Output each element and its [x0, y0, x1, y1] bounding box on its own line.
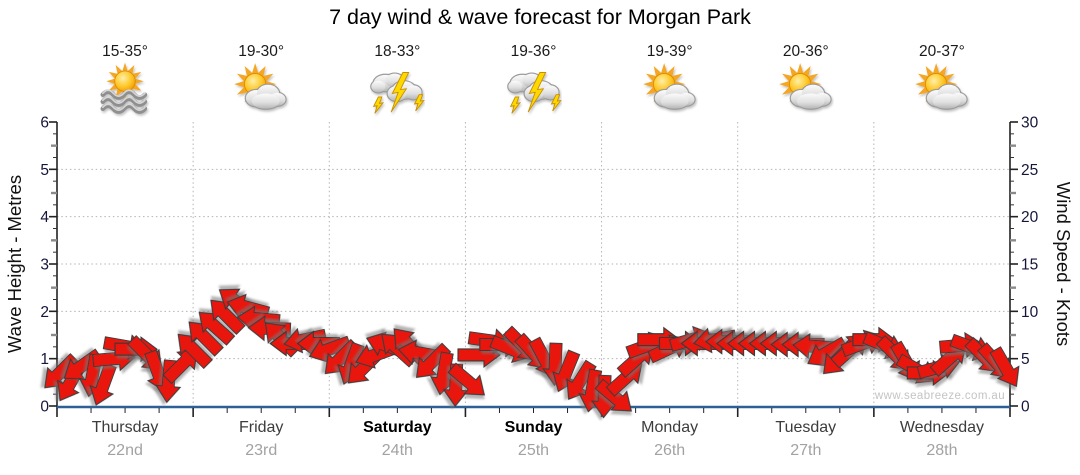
- sun-cloud-icon: [914, 62, 970, 118]
- wind-arrow: [89, 362, 117, 406]
- wind-arrow: [210, 299, 246, 335]
- temp-range-label: 18-33°: [374, 43, 421, 60]
- svg-text:20: 20: [1021, 209, 1039, 226]
- day-date-label: 23rd: [245, 442, 278, 459]
- right-axis-title: Wind Speed - Knots: [1053, 181, 1074, 347]
- svg-text:2: 2: [40, 304, 49, 321]
- wind-arrow: [989, 346, 1020, 388]
- left-axis-title: Wave Height - Metres: [4, 174, 25, 354]
- svg-text:5: 5: [1021, 351, 1030, 368]
- temp-range-label: 19-39°: [646, 43, 693, 60]
- svg-text:30: 30: [1021, 115, 1039, 132]
- day-date-label: 27th: [790, 442, 822, 459]
- wind-arrow: [308, 335, 352, 364]
- wind-arrow: [188, 321, 224, 357]
- temp-range-label: 19-30°: [238, 43, 285, 60]
- day-date-label: 25th: [517, 442, 550, 459]
- wind-arrow: [447, 362, 485, 396]
- svg-text:25: 25: [1021, 162, 1038, 179]
- temp-range-label: 20-36°: [782, 43, 829, 60]
- day-name-label: Tuesday: [775, 419, 837, 436]
- day-date-label: 22nd: [107, 442, 143, 459]
- page-title: 7 day wind & wave forecast for Morgan Pa…: [329, 5, 751, 29]
- day-name-label: Friday: [238, 419, 284, 436]
- temp-range-label: 19-36°: [510, 43, 557, 60]
- svg-text:0: 0: [40, 399, 49, 416]
- svg-text:5: 5: [40, 162, 49, 179]
- svg-text:6: 6: [40, 115, 49, 132]
- day-name-label: Monday: [641, 419, 699, 436]
- day-name-label: Wednesday: [899, 419, 985, 436]
- day-name-label: Thursday: [91, 419, 159, 436]
- svg-text:1: 1: [40, 351, 49, 368]
- temp-range-label: 15-35°: [102, 43, 148, 60]
- svg-text:4: 4: [40, 209, 49, 226]
- day-date-label: 26th: [654, 442, 686, 459]
- svg-text:10: 10: [1021, 304, 1039, 321]
- day-name-label: Sunday: [504, 419, 563, 436]
- wind-arrow: [177, 333, 213, 370]
- wind-arrow: [566, 359, 597, 400]
- svg-text:3: 3: [40, 257, 49, 274]
- day-date-label: 28th: [926, 442, 958, 459]
- sun-cloud-icon: [233, 62, 289, 118]
- day-name-label: Saturday: [363, 419, 432, 436]
- day-date-label: 24th: [381, 442, 413, 459]
- sun-water-icon: [97, 62, 153, 118]
- sun-cloud-icon: [778, 62, 834, 118]
- storm-icon: [369, 62, 426, 118]
- wind-arrow: [198, 311, 236, 346]
- storm-icon: [506, 62, 562, 118]
- watermark: www.seabreeze.com.au: [874, 390, 1005, 402]
- svg-text:15: 15: [1021, 257, 1038, 274]
- svg-text:0: 0: [1021, 399, 1030, 416]
- temp-range-label: 20-37°: [919, 43, 965, 60]
- sun-cloud-icon: [642, 62, 698, 118]
